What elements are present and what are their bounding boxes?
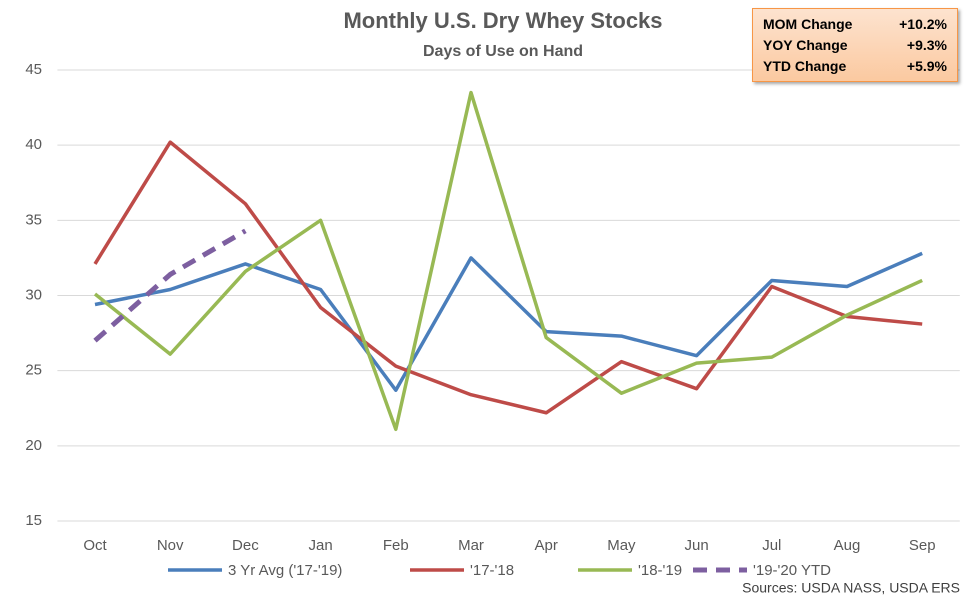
x-tick-label: Dec xyxy=(232,537,259,554)
legend-label: '19-'20 YTD xyxy=(753,562,831,579)
legend-label: '18-'19 xyxy=(638,562,682,579)
stat-row: YTD Change +5.9% xyxy=(763,56,947,77)
stat-label: YTD Change xyxy=(763,58,847,74)
y-tick-label: 25 xyxy=(25,362,42,379)
source: Sources: USDA NASS, USDA ERS xyxy=(742,580,960,596)
stats-box: MOM Change +10.2% YOY Change +9.3% YTD Chang… xyxy=(752,8,958,82)
stat-row: MOM Change +10.2% xyxy=(763,14,947,35)
x-tick-label: Nov xyxy=(157,537,184,554)
stat-label: YOY Change xyxy=(763,37,848,53)
x-tick-label: Aug xyxy=(834,537,861,554)
series-line xyxy=(93,140,923,415)
series-line xyxy=(93,228,247,343)
series-line xyxy=(93,90,923,432)
y-tick-label: 15 xyxy=(25,512,42,529)
y-tick-label: 40 xyxy=(25,136,42,153)
x-tick-label: Jan xyxy=(309,537,333,554)
stat-value: +9.3% xyxy=(906,37,947,53)
y-tick-label: 30 xyxy=(25,286,42,303)
stat-value: +5.9% xyxy=(906,58,947,74)
x-tick-label: Jul xyxy=(762,537,781,554)
stat-value: +10.2% xyxy=(899,16,947,32)
legend-label: 3 Yr Avg ('17-'19) xyxy=(228,562,342,579)
x-tick-label: Jun xyxy=(685,537,709,554)
stat-label: MOM Change xyxy=(763,16,853,32)
stat-row: YOY Change +9.3% xyxy=(763,35,947,56)
legend-label: '17-'18 xyxy=(470,562,514,579)
chart-subtitle: Days of Use on Hand xyxy=(423,43,583,60)
y-tick-label: 35 xyxy=(25,211,42,228)
x-tick-label: Apr xyxy=(535,537,558,554)
y-tick-label: 45 xyxy=(25,61,42,78)
x-tick-label: Feb xyxy=(383,537,409,554)
y-tick-label: 20 xyxy=(25,437,42,454)
x-tick-label: Oct xyxy=(83,537,107,554)
chart-title: Monthly U.S. Dry Whey Stocks xyxy=(343,8,662,33)
x-tick-label: Sep xyxy=(909,537,936,554)
x-tick-label: May xyxy=(607,537,636,554)
series-line xyxy=(94,251,923,392)
x-tick-label: Mar xyxy=(458,537,484,554)
